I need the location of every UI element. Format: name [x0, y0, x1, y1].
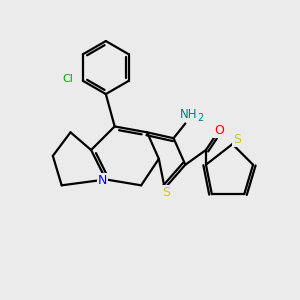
Text: 2: 2 — [197, 112, 204, 123]
Text: NH: NH — [179, 108, 197, 121]
Text: S: S — [162, 186, 170, 199]
Text: O: O — [214, 124, 224, 137]
Text: S: S — [233, 133, 241, 146]
Text: Cl: Cl — [63, 74, 74, 84]
Text: N: N — [98, 174, 107, 188]
